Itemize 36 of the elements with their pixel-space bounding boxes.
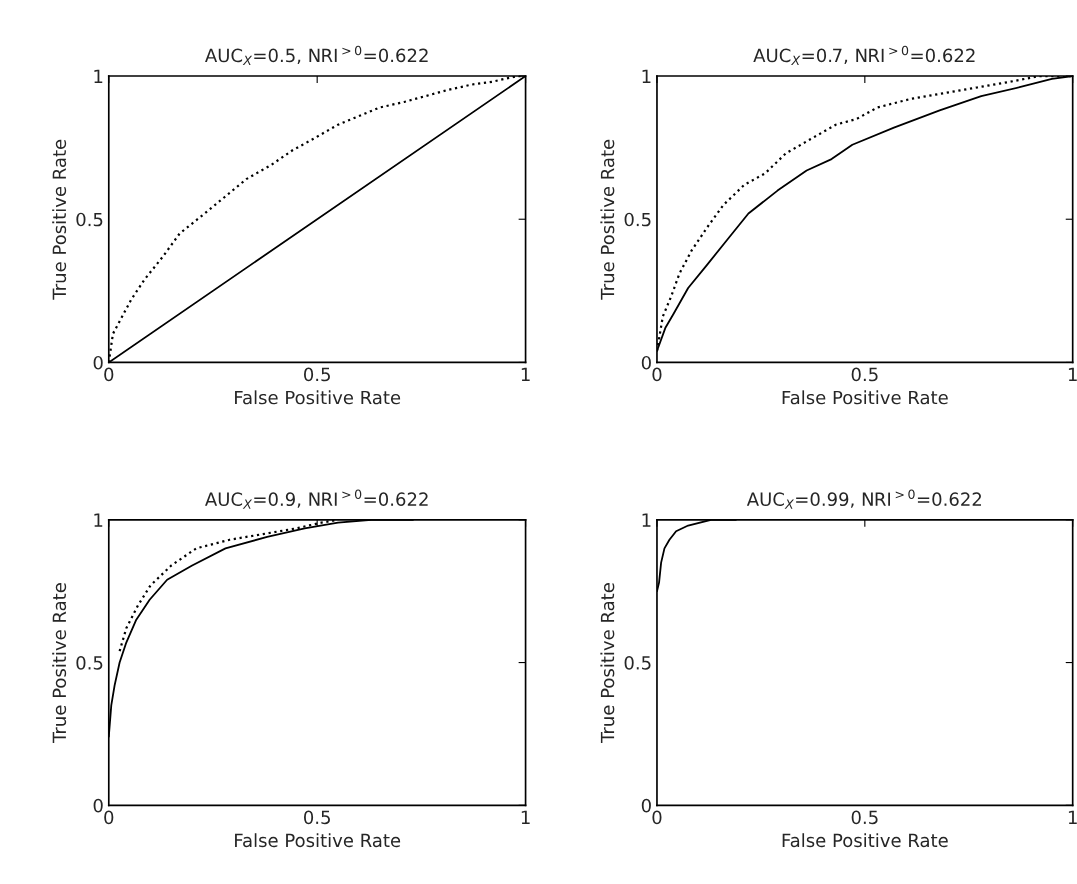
x-tick-label: 0.5 [851,367,878,382]
x-axis-title: False Positive Rate [782,390,948,405]
y-tick-label: 0.5 [624,656,651,670]
y-axis-title: True Positive Rate [52,583,67,744]
y-tick-label: 0.5 [76,656,103,670]
y-axis-title: True Positive Rate [52,139,67,300]
x-tick-label: 1 [521,810,530,824]
x-axis-title: False Positive Rate [235,390,401,405]
y-tick-label: 0.5 [624,212,651,227]
x-tick-label: 0.5 [304,367,330,382]
y-tick-label: 0 [93,798,103,813]
x-axis-title: False Positive Rate [782,833,948,848]
chart-title: AUC$_{X}$=0.7, NRI$^{>0}$=0.622 [753,45,975,65]
chart-title: AUC$_{X}$=0.99, NRI$^{>0}$=0.622 [746,489,982,509]
x-tick-label: 0 [104,810,114,825]
x-tick-label: 0.5 [851,810,878,825]
x-tick-label: 1 [1068,810,1077,824]
y-tick-label: 0 [641,798,651,813]
x-tick-label: 0 [104,367,114,382]
y-axis-title: True Positive Rate [600,583,615,744]
chart-title: AUC$_{X}$=0.9, NRI$^{>0}$=0.622 [205,489,428,509]
x-tick-label: 1 [521,367,530,382]
x-axis-title: False Positive Rate [235,833,401,848]
y-axis-title: True Positive Rate [600,139,615,300]
y-tick-label: 0 [93,355,103,370]
y-tick-label: 1 [94,69,103,83]
y-tick-label: 0 [641,355,651,370]
x-tick-label: 0 [652,810,662,825]
chart-title: AUC$_{X}$=0.5, NRI$^{>0}$=0.622 [205,45,428,65]
x-tick-label: 0 [652,367,662,382]
y-tick-label: 1 [642,513,651,527]
y-tick-label: 1 [94,513,103,527]
y-tick-label: 0.5 [76,212,103,227]
y-tick-label: 1 [642,69,651,83]
x-tick-label: 1 [1068,367,1077,382]
x-tick-label: 0.5 [304,810,330,825]
